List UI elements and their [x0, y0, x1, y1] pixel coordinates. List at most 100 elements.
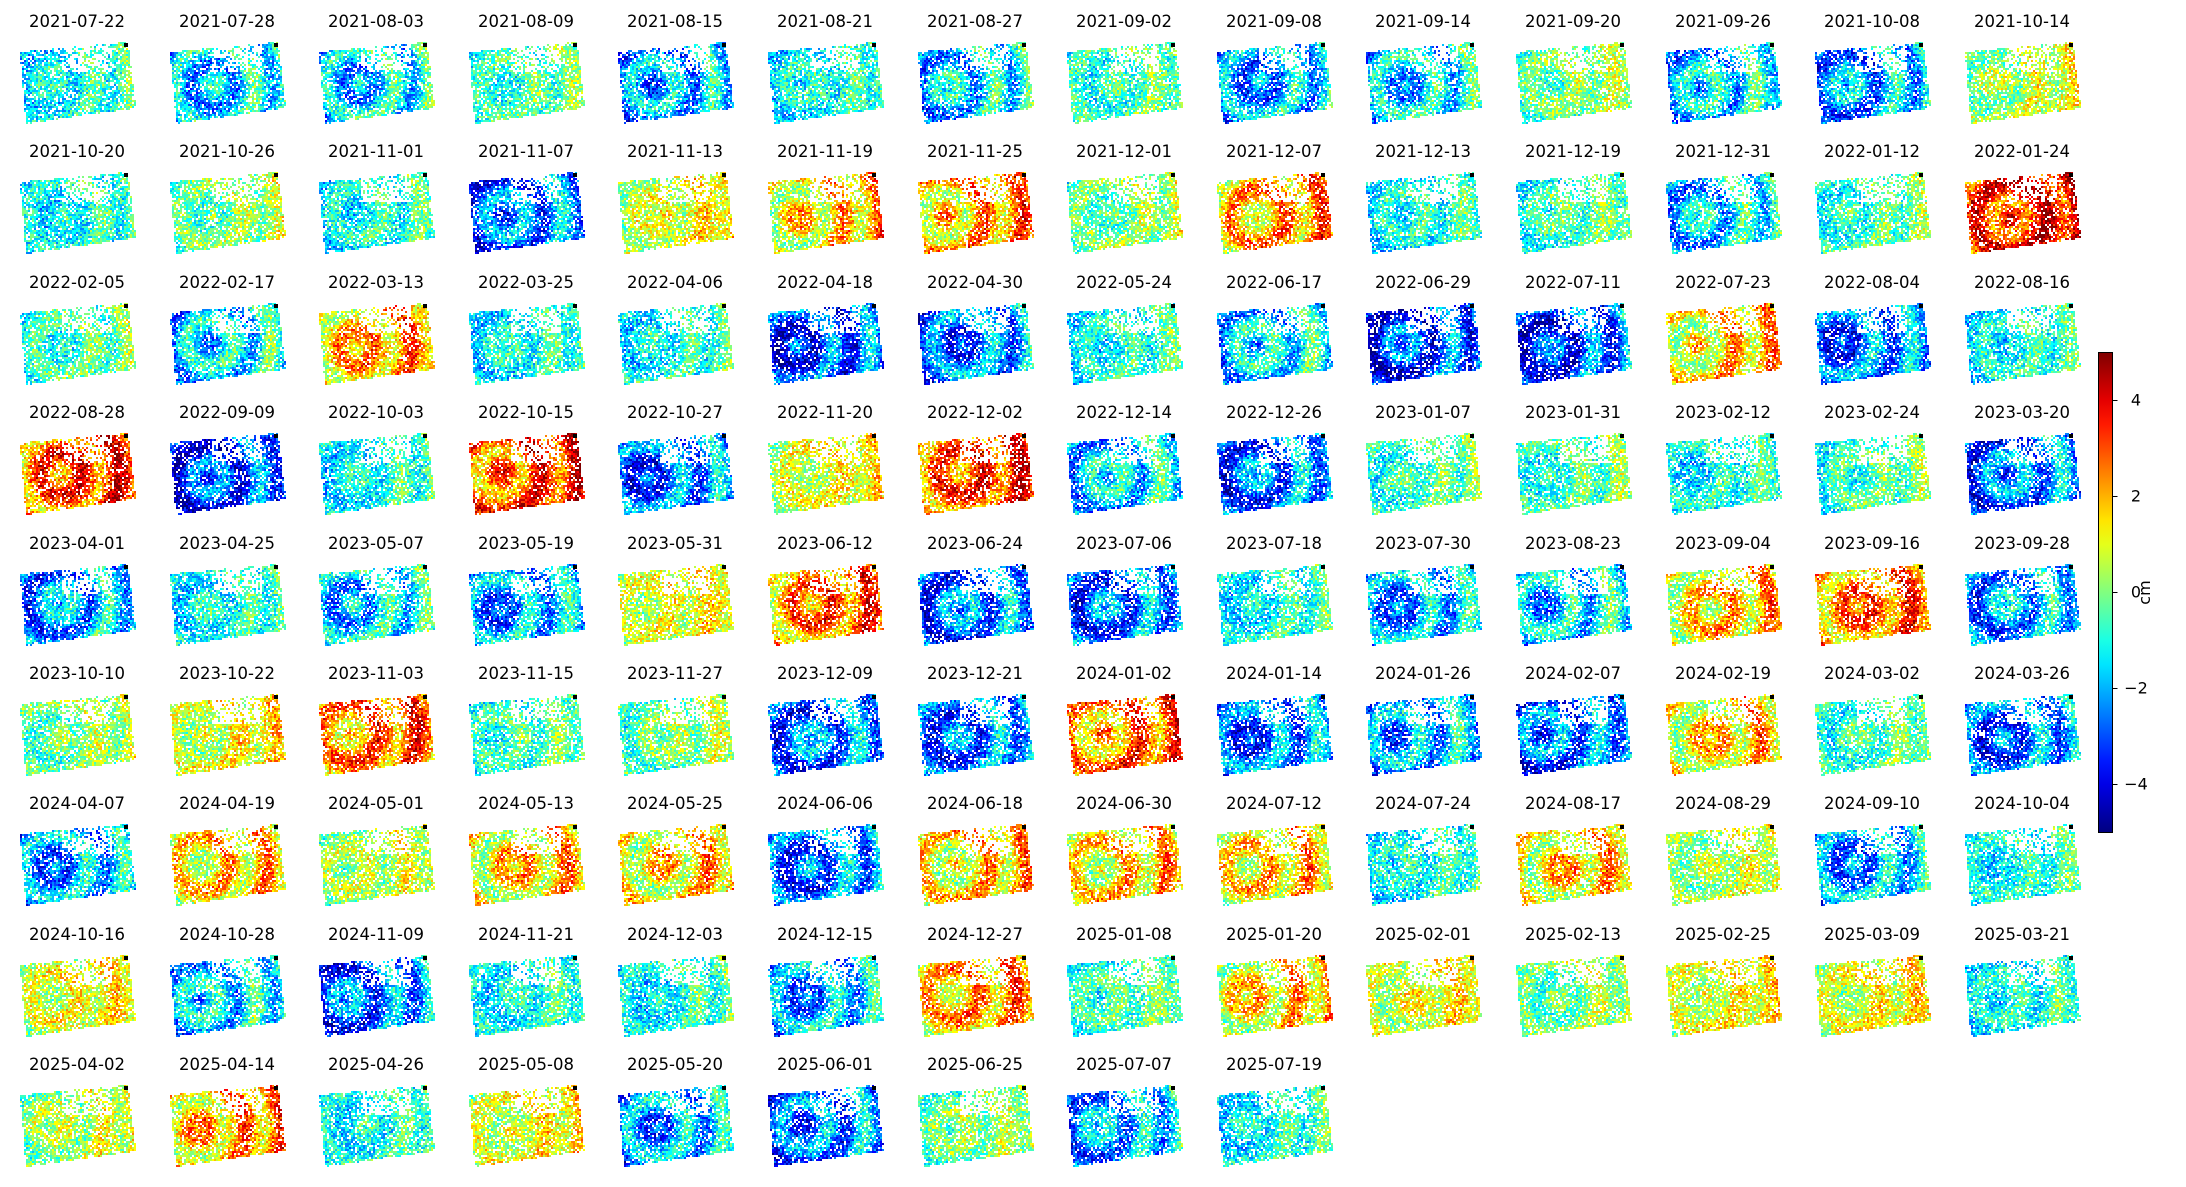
panel-title: 2023-02-12 [1675, 403, 1771, 422]
displacement-pixels [770, 1085, 884, 1163]
displacement-pixels [1668, 305, 1780, 383]
displacement-pixels [620, 694, 734, 776]
displacement-pixels [1518, 433, 1632, 515]
displacement-pixels [1217, 303, 1333, 385]
panel-title: 2024-12-15 [777, 925, 873, 944]
displacement-pixels [1815, 826, 1915, 894]
displacement-pixels [618, 1095, 702, 1165]
displacement-pixels [768, 957, 882, 1035]
displacement-pixels [618, 698, 730, 776]
displacement-map [469, 564, 585, 646]
displacement-pixels [1672, 325, 1706, 353]
displacement-pixels [1518, 305, 1616, 381]
panel-2023-11-27: 2023-11-27 [600, 664, 750, 794]
displacement-pixels [768, 437, 870, 515]
panel-2025-05-08: 2025-05-08 [451, 1055, 601, 1185]
displacement-pixels [172, 305, 286, 385]
displacement-pixels [1967, 824, 2081, 906]
displacement-pixels [1965, 826, 2081, 904]
reference-point-marker [1321, 695, 1325, 699]
displacement-pixels [1815, 959, 1931, 1037]
displacement-map [469, 824, 585, 906]
displacement-pixels [620, 1087, 734, 1165]
displacement-pixels [323, 445, 357, 509]
displacement-pixels [778, 1087, 874, 1155]
displacement-pixels [630, 834, 734, 900]
panel-title: 2023-08-23 [1525, 534, 1621, 553]
reference-point-marker [1022, 1086, 1026, 1090]
displacement-pixels [788, 568, 880, 632]
displacement-pixels [1815, 174, 1917, 252]
panel-2024-10-28: 2024-10-28 [152, 925, 302, 1055]
displacement-pixels [1069, 1091, 1173, 1165]
reference-point-marker [573, 43, 577, 47]
reference-point-marker [722, 825, 726, 829]
displacement-map [1366, 824, 1482, 906]
panel-title: 2023-04-25 [179, 534, 275, 553]
panel-2024-02-07: 2024-02-07 [1498, 664, 1648, 794]
panel-title: 2025-02-25 [1675, 925, 1771, 944]
displacement-pixels [918, 44, 1022, 124]
panel-2021-10-08: 2021-10-08 [1797, 12, 1947, 142]
displacement-pixels [395, 48, 435, 108]
displacement-pixels [1815, 696, 1929, 774]
displacement-pixels [1666, 826, 1780, 906]
displacement-pixels [1516, 174, 1626, 254]
displacement-pixels [20, 48, 116, 120]
displacement-pixels [20, 1095, 34, 1159]
displacement-pixels [321, 568, 419, 646]
displacement-pixels [1153, 459, 1165, 503]
displacement-pixels [20, 42, 136, 124]
displacement-pixels [1668, 957, 1782, 1035]
reference-point-marker [2069, 434, 2073, 438]
displacement-pixels [427, 967, 429, 969]
displacement-pixels [1666, 959, 1766, 1037]
displacement-pixels [1815, 826, 1917, 906]
displacement-pixels [1815, 433, 1929, 511]
displacement-pixels [543, 178, 569, 242]
displacement-pixels [1967, 566, 2079, 642]
displacement-map [1067, 694, 1183, 776]
displacement-map [319, 1085, 435, 1167]
panel-title: 2021-11-25 [927, 142, 1023, 161]
panel-2025-04-02: 2025-04-02 [2, 1055, 152, 1185]
displacement-pixels [126, 319, 132, 363]
displacement-pixels [1217, 957, 1329, 1037]
displacement-pixels [1967, 955, 2079, 1037]
displacement-map [768, 824, 884, 906]
panel-2022-01-12: 2022-01-12 [1797, 142, 1947, 272]
colorbar-gradient [2098, 352, 2113, 833]
displacement-pixels [319, 435, 435, 513]
panel-title: 2024-03-02 [1824, 664, 1920, 683]
displacement-pixels [172, 439, 282, 513]
displacement-map [170, 955, 286, 1037]
displacement-map [319, 303, 435, 385]
reference-point-marker [1919, 956, 1923, 960]
panel-2023-12-09: 2023-12-09 [750, 664, 900, 794]
panel-2023-09-28: 2023-09-28 [1947, 534, 2097, 664]
displacement-pixels [768, 955, 878, 1037]
displacement-pixels [918, 1087, 1032, 1163]
displacement-pixels [768, 698, 868, 766]
displacement-pixels [770, 696, 882, 774]
displacement-pixels [1067, 1091, 1171, 1163]
reference-point-marker [274, 304, 278, 308]
displacement-pixels [1366, 172, 1480, 254]
displacement-pixels [1219, 961, 1323, 1033]
displacement-pixels [1217, 824, 1333, 904]
displacement-pixels [620, 574, 694, 642]
displacement-map [170, 824, 286, 906]
displacement-pixels [1668, 174, 1750, 250]
displacement-pixels [1518, 568, 1626, 640]
colorbar-tick-label: 4 [2131, 391, 2141, 410]
displacement-pixels [1520, 453, 1560, 495]
displacement-pixels [1219, 1095, 1255, 1151]
displacement-map [469, 42, 585, 124]
panel-title: 2023-09-16 [1824, 534, 1920, 553]
panel-title: 2024-07-24 [1375, 794, 1471, 813]
reference-point-marker [722, 565, 726, 569]
displacement-pixels [768, 694, 884, 776]
panel-title: 2023-06-24 [927, 534, 1023, 553]
reference-point-marker [1321, 173, 1325, 177]
displacement-map [319, 42, 435, 124]
